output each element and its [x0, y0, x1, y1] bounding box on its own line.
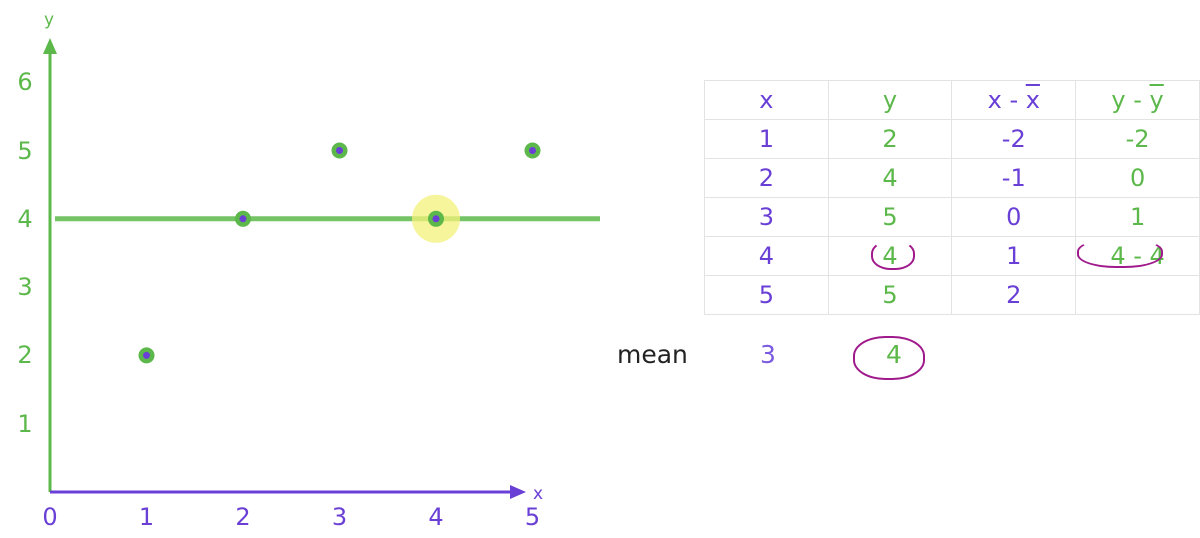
- x-tick-label: 0: [42, 503, 58, 531]
- cell-x: 3: [704, 197, 829, 237]
- y-tick-label: 3: [17, 273, 33, 302]
- cell-y: 5: [827, 197, 953, 237]
- x-tick-label: 2: [235, 503, 251, 531]
- dy-annotation: [1077, 238, 1163, 268]
- y-axis-arrow: [43, 38, 57, 54]
- x-tick-label: 4: [428, 503, 444, 531]
- cell-dy: [1075, 275, 1200, 315]
- cell-dx: -1: [951, 158, 1077, 198]
- cell-x: 1: [704, 119, 829, 159]
- scatter-plot: [43, 38, 600, 499]
- cell-dx: 2: [951, 275, 1077, 315]
- y-tick-label: 6: [17, 68, 33, 97]
- cell-dx: -2: [951, 119, 1077, 159]
- cell-y: 2: [827, 119, 953, 159]
- data-point-center: [432, 215, 440, 223]
- header-x: x: [704, 80, 829, 120]
- header-x-minus-xbar: x - x: [951, 80, 1077, 120]
- cell-dx: 1: [951, 236, 1077, 276]
- y-value-annotation: [871, 240, 915, 270]
- cell-x: 4: [704, 236, 829, 276]
- mean-label: mean: [617, 340, 688, 369]
- header-y-minus-ybar: y - y: [1075, 80, 1200, 120]
- y-axis-label: y: [44, 10, 55, 30]
- y-tick-label: 5: [17, 136, 33, 165]
- cell-dx: 0: [951, 197, 1077, 237]
- y-tick-label: 4: [17, 204, 33, 233]
- y-tick-label: 1: [17, 409, 33, 438]
- cell-dy: -2: [1075, 119, 1200, 159]
- x-tick-label: 3: [331, 503, 348, 531]
- x-tick-label: 1: [138, 503, 155, 531]
- header-y: y: [827, 80, 953, 120]
- header-dy-left: y -: [1111, 86, 1150, 114]
- header-dx-left: x -: [987, 86, 1026, 114]
- cell-y: 5: [827, 275, 953, 315]
- data-point-center: [143, 351, 150, 359]
- mean-y-circle-annotation: [853, 336, 925, 380]
- cell-x: 5: [704, 275, 829, 315]
- table-row: 2 4 -1 0: [704, 158, 1200, 198]
- data-point-center: [239, 215, 247, 223]
- mean-x-value: 3: [760, 340, 776, 369]
- cell-dy: 1: [1075, 197, 1200, 237]
- cell-x: 2: [704, 158, 829, 198]
- x-axis-arrow: [510, 485, 526, 499]
- table-header-row: x y x - x y - y: [704, 80, 1200, 120]
- header-dx-bar: x: [1025, 86, 1040, 114]
- x-axis-label: x: [533, 484, 544, 504]
- cell-y: 4: [827, 158, 953, 198]
- x-tick-label: 5: [524, 503, 541, 531]
- table-row: 1 2 -2 -2: [704, 119, 1200, 159]
- data-point-center: [336, 147, 343, 154]
- cell-dy: 0: [1075, 158, 1200, 198]
- data-point-center: [529, 147, 536, 154]
- header-dy-bar: y: [1149, 86, 1164, 114]
- y-tick-label: 2: [17, 341, 33, 370]
